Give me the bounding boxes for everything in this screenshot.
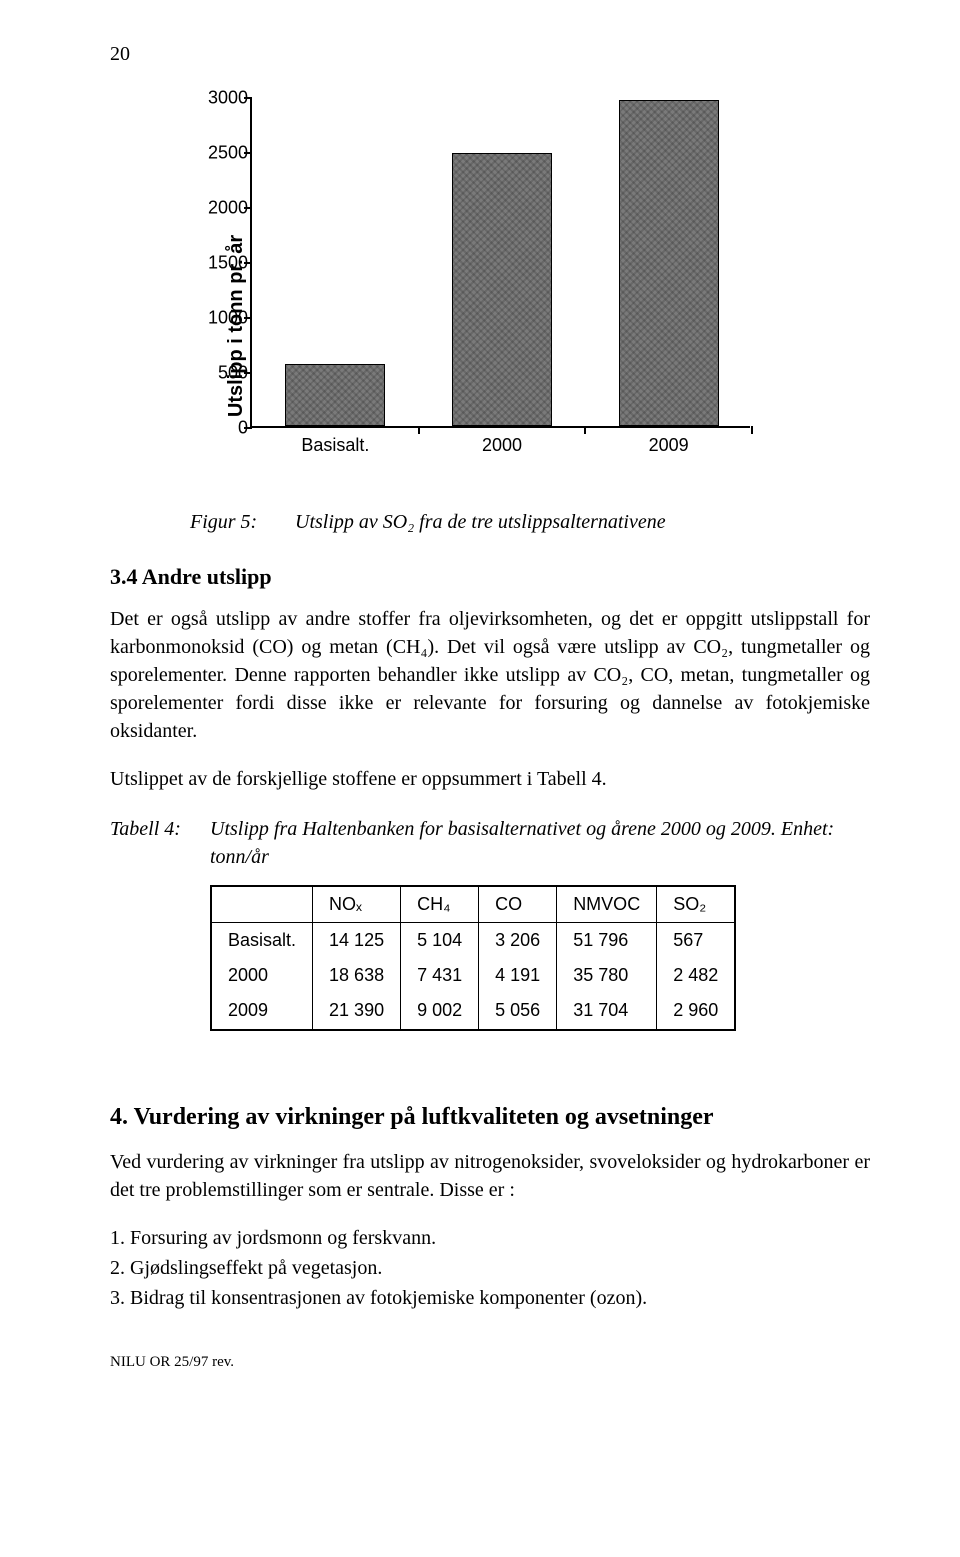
table-row: 200921 3909 0025 05631 7042 960 (211, 993, 735, 1029)
xtick-label: Basisalt. (301, 433, 369, 458)
table-cell: 567 (657, 922, 736, 958)
table-cell: Basisalt. (211, 922, 313, 958)
table-row: Basisalt.14 1255 1043 20651 796567 (211, 922, 735, 958)
table-4-caption: Tabell 4: Utslipp fra Haltenbanken for b… (110, 815, 870, 871)
xtick-mark (418, 426, 420, 434)
xtick-mark (584, 426, 586, 434)
footer-reference: NILU OR 25/97 rev. (110, 1352, 870, 1373)
ytick-mark (244, 372, 252, 374)
table-cell: 18 638 (313, 958, 401, 993)
table-cell: 14 125 (313, 922, 401, 958)
table-header-cell: CO (479, 886, 557, 923)
table-header-cell (211, 886, 313, 923)
chart-plot-area: 050010001500200025003000Basisalt.2000200… (250, 98, 750, 428)
list-item: 2. Gjødslingseffekt på vegetasjon. (110, 1254, 870, 1282)
ytick-label: 0 (200, 415, 248, 440)
table-4-caption-text: Utslipp fra Haltenbanken for basisaltern… (210, 815, 870, 871)
table-header-cell: SO₂ (657, 886, 736, 923)
bar-chart: Utslipp i tonn pr. år 050010001500200025… (190, 98, 770, 478)
list-item: 1. Forsuring av jordsmonn og ferskvann. (110, 1224, 870, 1252)
chart-bar (619, 100, 719, 426)
table-header-cell: CH₄ (401, 886, 479, 923)
table-cell: 21 390 (313, 993, 401, 1029)
table-header-cell: NOₓ (313, 886, 401, 923)
table-cell: 7 431 (401, 958, 479, 993)
section-3-4-para-2: Utslippet av de forskjellige stoffene er… (110, 765, 870, 793)
figure-label: Figur 5: (190, 508, 290, 536)
table-cell: 2 960 (657, 993, 736, 1029)
table-cell: 35 780 (557, 958, 657, 993)
section-4-para: Ved vurdering av virkninger fra utslipp … (110, 1148, 870, 1204)
table-cell: 51 796 (557, 922, 657, 958)
ytick-mark (244, 152, 252, 154)
page-number: 20 (110, 40, 870, 68)
table-cell: 4 191 (479, 958, 557, 993)
table-cell: 2000 (211, 958, 313, 993)
ytick-mark (244, 317, 252, 319)
table-header-cell: NMVOC (557, 886, 657, 923)
section-3-4-para-1: Det er også utslipp av andre stoffer fra… (110, 605, 870, 745)
xtick-label: 2000 (482, 433, 522, 458)
ytick-label: 1500 (200, 250, 248, 275)
ytick-mark (244, 262, 252, 264)
table-cell: 31 704 (557, 993, 657, 1029)
ytick-label: 500 (200, 360, 248, 385)
ytick-mark (244, 207, 252, 209)
figure-text: Utslipp av SO₂ fra de tre utslippsaltern… (295, 511, 666, 533)
numbered-list: 1. Forsuring av jordsmonn og ferskvann.2… (110, 1224, 870, 1312)
ytick-mark (244, 427, 252, 429)
table-cell: 5 056 (479, 993, 557, 1029)
table-cell: 3 206 (479, 922, 557, 958)
chart-bar (452, 153, 552, 426)
table-body: Basisalt.14 1255 1043 20651 796567200018… (211, 922, 735, 1029)
table-cell: 2 482 (657, 958, 736, 993)
table-row: 200018 6387 4314 19135 7802 482 (211, 958, 735, 993)
ytick-label: 2000 (200, 195, 248, 220)
chart-bar (285, 364, 385, 426)
table-header-row: NOₓCH₄CONMVOCSO₂ (211, 886, 735, 923)
ytick-label: 2500 (200, 140, 248, 165)
xtick-label: 2009 (649, 433, 689, 458)
ytick-mark (244, 97, 252, 99)
figure-caption: Figur 5: Utslipp av SO₂ fra de tre utsli… (190, 508, 870, 536)
section-4-heading: 4. Vurdering av virkninger på luftkvalit… (110, 1101, 870, 1135)
table-4: NOₓCH₄CONMVOCSO₂ Basisalt.14 1255 1043 2… (210, 885, 736, 1031)
table-cell: 2009 (211, 993, 313, 1029)
table-cell: 5 104 (401, 922, 479, 958)
section-3-4-heading: 3.4 Andre utslipp (110, 562, 870, 593)
ytick-label: 3000 (200, 85, 248, 110)
xtick-mark (751, 426, 753, 434)
list-item: 3. Bidrag til konsentrasjonen av fotokje… (110, 1284, 870, 1312)
table-4-label: Tabell 4: (110, 815, 210, 871)
table-cell: 9 002 (401, 993, 479, 1029)
ytick-label: 1000 (200, 305, 248, 330)
